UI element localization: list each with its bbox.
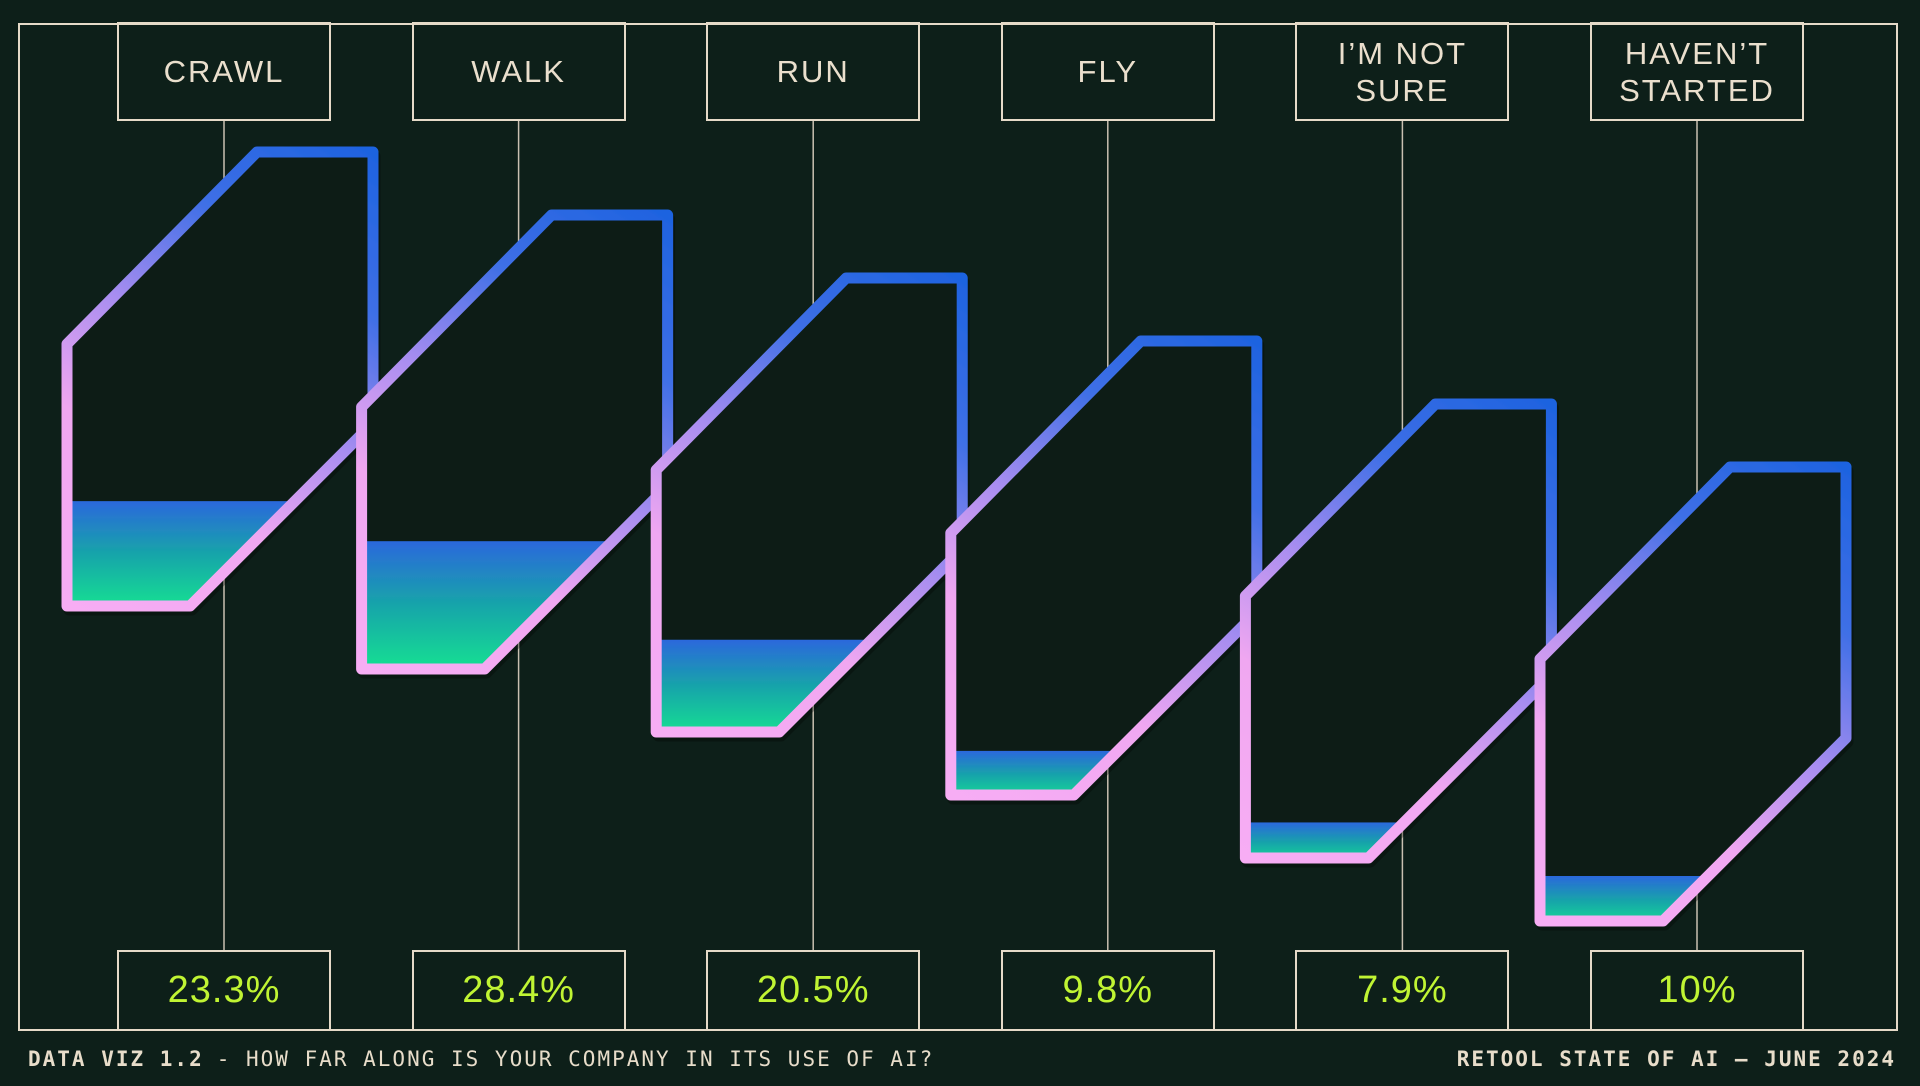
value-box: 9.8% <box>1000 950 1215 1031</box>
tube-shape <box>356 209 674 675</box>
footer-left: DATA VIZ 1.2 - HOW FAR ALONG IS YOUR COMP… <box>28 1047 934 1071</box>
value-label: 10% <box>1657 969 1737 1011</box>
value-label: 20.5% <box>756 969 870 1011</box>
footer-source: RETOOL STATE OF AI — JUNE 2024 <box>1456 1046 1896 1071</box>
category-label-box: I’M NOT SURE <box>1295 22 1510 121</box>
category-label-box: HAVEN’T STARTED <box>1590 22 1804 121</box>
category-label-box: WALK <box>411 22 626 121</box>
value-label: 9.8% <box>1062 969 1154 1011</box>
value-box: 23.3% <box>117 950 331 1031</box>
chart-frame <box>18 23 1898 1031</box>
value-box: 7.9% <box>1295 950 1510 1031</box>
category-label: I’M NOT SURE <box>1337 35 1468 108</box>
tube-shapes <box>61 146 1852 927</box>
value-box: 10% <box>1590 950 1804 1031</box>
tube-outline <box>1534 461 1852 927</box>
footer-question: - HOW FAR ALONG IS YOUR COMPANY IN ITS U… <box>216 1046 935 1071</box>
value-box: 28.4% <box>411 950 626 1031</box>
category-label: WALK <box>471 54 566 89</box>
category-label: FLY <box>1077 54 1139 89</box>
category-label-box: CRAWL <box>117 22 331 121</box>
category-label-box: RUN <box>706 22 921 121</box>
value-label: 23.3% <box>167 969 281 1011</box>
value-label: 7.9% <box>1357 969 1448 1011</box>
category-label: CRAWL <box>163 54 285 89</box>
value-box: 20.5% <box>706 950 921 1031</box>
value-label: 28.4% <box>462 969 575 1011</box>
category-label: HAVEN’T STARTED <box>1619 35 1775 108</box>
footer-series-label: DATA VIZ 1.2 <box>28 1046 204 1071</box>
footer: DATA VIZ 1.2 - HOW FAR ALONG IS YOUR COMP… <box>0 1031 1920 1086</box>
category-label-box: FLY <box>1000 22 1215 121</box>
category-label: RUN <box>776 54 850 89</box>
